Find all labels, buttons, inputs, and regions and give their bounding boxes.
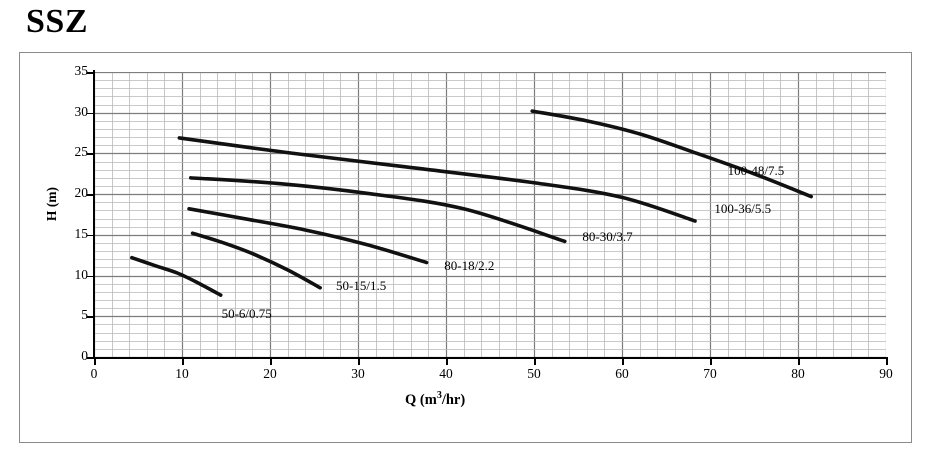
y-tick-label: 35 — [74, 63, 89, 78]
x-tick-label: 60 — [615, 366, 629, 381]
x-tick-mark — [270, 359, 272, 365]
curve-label: 100-48/7.5 — [727, 163, 785, 179]
x-tick-label: 40 — [439, 366, 453, 381]
page-title: SSZ — [26, 3, 88, 40]
y-tick-label: 30 — [74, 103, 89, 119]
y-tick-label: 0 — [81, 348, 88, 363]
y-tick-label: 5 — [81, 307, 88, 323]
y-tick-label: 20 — [74, 185, 89, 201]
curve-label: 50-6/0.75 — [221, 305, 272, 321]
x-axis-title-suffix: /hr) — [441, 391, 466, 408]
curve-label: 80-30/3.7 — [582, 229, 633, 245]
x-tick-mark — [798, 359, 800, 365]
x-tick-labels: 0 10 20 30 40 50 60 70 80 90 — [0, 366, 930, 390]
x-axis-title-exponent: 3 — [436, 390, 442, 401]
y-axis-title: H (m) — [44, 186, 59, 222]
x-axis-line — [93, 357, 888, 359]
y-tick-mark — [87, 112, 93, 115]
y-tick-mark — [87, 316, 93, 318]
x-tick-label: 70 — [703, 366, 717, 381]
x-tick-mark — [446, 359, 448, 365]
y-tick-mark — [87, 153, 93, 155]
x-tick-mark — [358, 359, 360, 365]
x-tick-mark — [182, 359, 184, 365]
x-axis-title: Q (m3/hr) — [405, 390, 465, 409]
x-tick-label: 20 — [263, 366, 277, 381]
y-axis-line — [93, 70, 95, 359]
y-tick-label: 10 — [74, 266, 89, 282]
y-tick-mark — [87, 72, 93, 74]
curve-label: 80-18/2.2 — [444, 257, 495, 273]
x-tick-label: 0 — [90, 366, 98, 381]
x-tick-mark — [710, 359, 712, 365]
y-tick-mark — [87, 194, 93, 196]
x-tick-mark — [622, 359, 624, 365]
x-tick-label: 90 — [879, 366, 893, 381]
x-axis-title-prefix: Q (m — [405, 391, 437, 408]
y-tick-mark — [87, 275, 93, 278]
curve-label: 50-15/1.5 — [336, 277, 387, 293]
x-tick-label: 50 — [527, 366, 541, 381]
curve-label: 100-36/5.5 — [714, 200, 772, 216]
y-tick-labels: 0 5 10 15 20 25 30 35 — [42, 0, 89, 452]
x-tick-label: 10 — [175, 366, 189, 381]
y-tick-mark — [87, 234, 93, 237]
x-tick-mark — [534, 359, 536, 365]
y-tick-mark — [87, 357, 93, 359]
x-tick-label: 30 — [351, 366, 365, 381]
y-tick-label: 15 — [74, 225, 89, 241]
x-tick-mark — [94, 359, 96, 365]
y-tick-label: 25 — [74, 144, 89, 160]
x-tick-label: 80 — [791, 366, 805, 381]
x-tick-mark — [886, 359, 888, 365]
